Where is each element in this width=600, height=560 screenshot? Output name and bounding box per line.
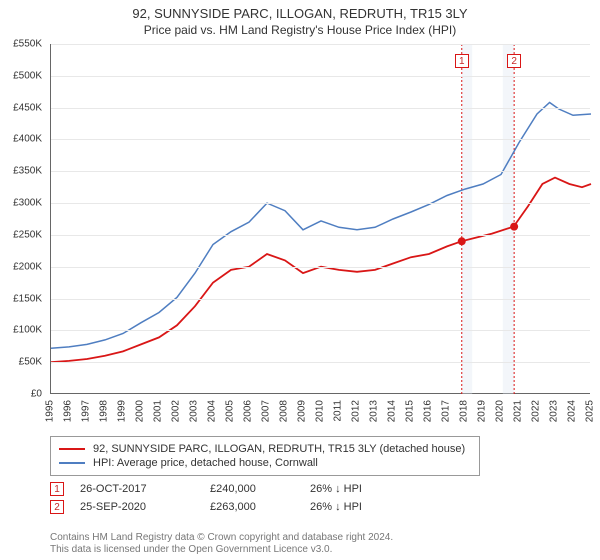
grid-line (51, 203, 590, 204)
x-tick-label: 2011 (333, 400, 344, 422)
x-tick-label: 1995 (45, 400, 56, 422)
sale-row-delta: 26% ↓ HPI (310, 483, 362, 495)
sale-band (503, 44, 514, 394)
x-axis: 1995199619971998199920002001200220032004… (50, 396, 590, 436)
legend-item: HPI: Average price, detached house, Corn… (59, 457, 471, 469)
x-tick-label: 2000 (135, 400, 146, 422)
y-tick-label: £400K (13, 134, 42, 145)
x-tick-label: 1996 (63, 400, 74, 422)
chart-plot (51, 44, 590, 393)
legend: 92, SUNNYSIDE PARC, ILLOGAN, REDRUTH, TR… (50, 436, 480, 476)
sale-marker-badge: 2 (507, 54, 521, 68)
x-tick-label: 2023 (549, 400, 560, 422)
x-tick-label: 2009 (297, 400, 308, 422)
y-tick-label: £550K (13, 39, 42, 50)
x-tick-label: 2020 (495, 400, 506, 422)
x-tick-label: 2006 (243, 400, 254, 422)
grid-line (51, 108, 590, 109)
x-tick-label: 2019 (477, 400, 488, 422)
sale-row-delta: 26% ↓ HPI (310, 501, 362, 513)
grid-line (51, 44, 590, 45)
grid-line (51, 267, 590, 268)
grid-line (51, 299, 590, 300)
y-tick-label: £300K (13, 198, 42, 209)
x-tick-label: 2021 (513, 400, 524, 422)
x-tick-label: 2015 (405, 400, 416, 422)
y-tick-label: £200K (13, 261, 42, 272)
x-tick-label: 2003 (189, 400, 200, 422)
grid-line (51, 235, 590, 236)
grid-line (51, 362, 590, 363)
x-tick-label: 1999 (117, 400, 128, 422)
x-tick-label: 1997 (81, 400, 92, 422)
sale-point (458, 237, 466, 245)
sale-point (510, 223, 518, 231)
legend-label: 92, SUNNYSIDE PARC, ILLOGAN, REDRUTH, TR… (93, 443, 465, 455)
sale-row-date: 25-SEP-2020 (80, 501, 210, 513)
chart-area: 12 (50, 44, 590, 394)
x-tick-label: 2016 (423, 400, 434, 422)
legend-item: 92, SUNNYSIDE PARC, ILLOGAN, REDRUTH, TR… (59, 443, 471, 455)
sale-row-price: £240,000 (210, 483, 310, 495)
legend-label: HPI: Average price, detached house, Corn… (93, 457, 318, 469)
sale-row-marker: 2 (50, 500, 64, 514)
y-tick-label: £350K (13, 166, 42, 177)
x-tick-label: 2001 (153, 400, 164, 422)
x-tick-label: 2007 (261, 400, 272, 422)
x-tick-label: 2012 (351, 400, 362, 422)
x-tick-label: 2004 (207, 400, 218, 422)
sale-band (462, 44, 472, 394)
grid-line (51, 139, 590, 140)
footnote-line: Contains HM Land Registry data © Crown c… (50, 532, 393, 544)
y-tick-label: £0 (31, 389, 42, 400)
y-tick-label: £500K (13, 70, 42, 81)
chart-title: 92, SUNNYSIDE PARC, ILLOGAN, REDRUTH, TR… (0, 0, 600, 21)
y-tick-label: £150K (13, 293, 42, 304)
sale-row: 1 26-OCT-2017£240,00026% ↓ HPI (50, 482, 590, 496)
sale-row-marker: 1 (50, 482, 64, 496)
y-tick-label: £100K (13, 325, 42, 336)
legend-swatch (59, 462, 85, 464)
chart-subtitle: Price paid vs. HM Land Registry's House … (0, 21, 600, 41)
sale-row-date: 26-OCT-2017 (80, 483, 210, 495)
sales-table: 1 26-OCT-2017£240,00026% ↓ HPI 2 25-SEP-202… (50, 478, 590, 518)
x-tick-label: 2008 (279, 400, 290, 422)
footnote-line: This data is licensed under the Open Gov… (50, 544, 393, 556)
grid-line (51, 330, 590, 331)
x-tick-label: 2017 (441, 400, 452, 422)
sale-row: 2 25-SEP-2020£263,00026% ↓ HPI (50, 500, 590, 514)
x-tick-label: 2022 (531, 400, 542, 422)
x-tick-label: 2014 (387, 400, 398, 422)
x-tick-label: 2010 (315, 400, 326, 422)
page: 92, SUNNYSIDE PARC, ILLOGAN, REDRUTH, TR… (0, 0, 600, 560)
x-tick-label: 2013 (369, 400, 380, 422)
x-tick-label: 2005 (225, 400, 236, 422)
legend-swatch (59, 448, 85, 450)
grid-line (51, 171, 590, 172)
footnote: Contains HM Land Registry data © Crown c… (50, 532, 393, 556)
x-tick-label: 2002 (171, 400, 182, 422)
y-tick-label: £250K (13, 229, 42, 240)
x-tick-label: 1998 (99, 400, 110, 422)
x-tick-label: 2018 (459, 400, 470, 422)
y-tick-label: £50K (19, 357, 42, 368)
sale-marker-badge: 1 (455, 54, 469, 68)
sale-row-price: £263,000 (210, 501, 310, 513)
y-tick-label: £450K (13, 102, 42, 113)
x-tick-label: 2025 (585, 400, 596, 422)
grid-line (51, 76, 590, 77)
x-tick-label: 2024 (567, 400, 578, 422)
y-axis: £0£50K£100K£150K£200K£250K£300K£350K£400… (0, 44, 46, 394)
